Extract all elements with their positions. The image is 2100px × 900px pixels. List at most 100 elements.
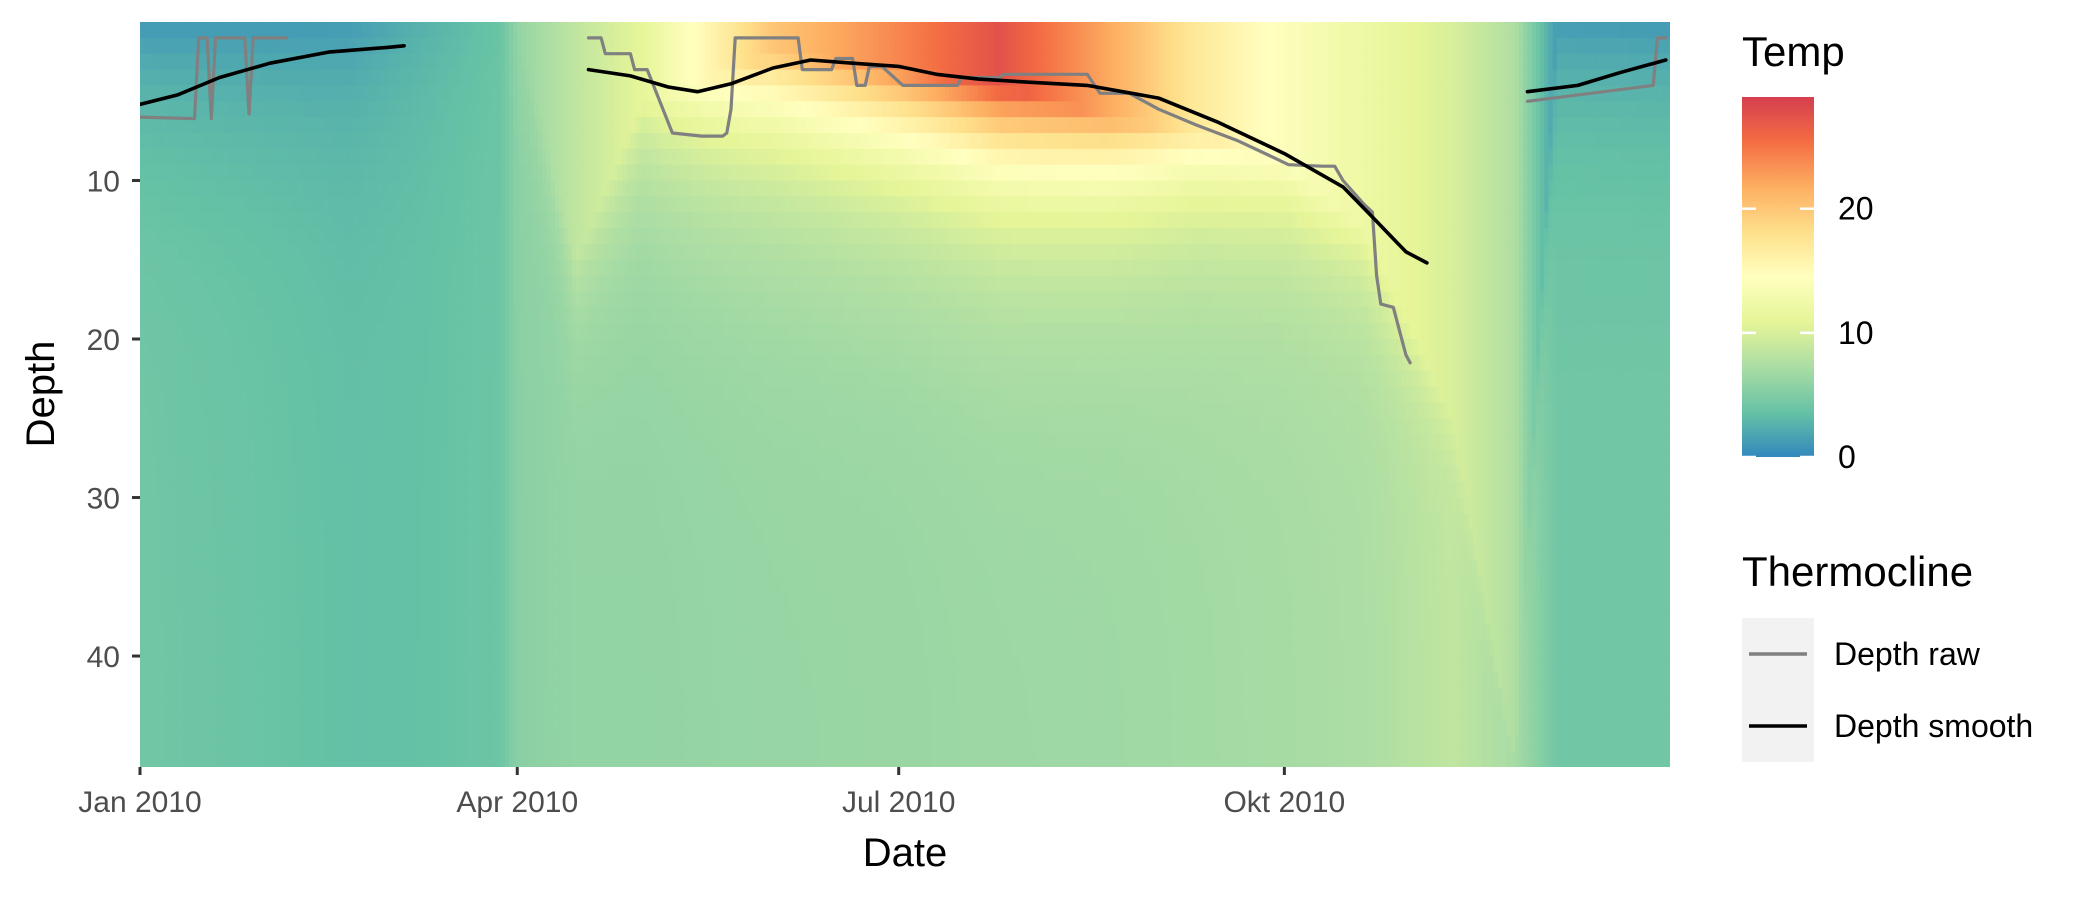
- heatmap-cell: [366, 624, 372, 641]
- heatmap-cell: [483, 687, 489, 705]
- heatmap-cell: [169, 434, 175, 451]
- heatmap-cell: [462, 434, 468, 451]
- heatmap-cell: [257, 37, 263, 55]
- heatmap-cell: [282, 418, 288, 435]
- heatmap-cell: [542, 513, 548, 530]
- heatmap-cell: [391, 132, 397, 150]
- heatmap-cell: [316, 148, 321, 166]
- heatmap-cell: [471, 608, 476, 625]
- heatmap-cell: [366, 703, 372, 721]
- heatmap-cell: [446, 592, 451, 610]
- heatmap-cell: [433, 196, 439, 213]
- heatmap-cell: [412, 275, 418, 293]
- heatmap-cell: [207, 497, 212, 514]
- heatmap-cell: [265, 418, 271, 435]
- heatmap-cell: [169, 545, 175, 562]
- heatmap-cell: [374, 228, 380, 245]
- heatmap-cell: [429, 719, 435, 736]
- heatmap-cell: [202, 85, 208, 102]
- heatmap-cell: [378, 22, 384, 39]
- heatmap-cell: [349, 465, 355, 483]
- heatmap-cell: [362, 354, 367, 372]
- heatmap-cell: [240, 465, 246, 483]
- heatmap-cell: [173, 671, 179, 689]
- heatmap-cell: [290, 53, 296, 71]
- heatmap-cell: [492, 576, 497, 594]
- heatmap-cell: [374, 449, 380, 467]
- heatmap-cell: [349, 323, 355, 340]
- heatmap-cell: [529, 434, 535, 451]
- heatmap-cell: [492, 529, 497, 546]
- heatmap-cell: [387, 481, 393, 499]
- heatmap-cell: [219, 354, 225, 372]
- heatmap-cell: [571, 339, 577, 356]
- heatmap-cell: [446, 212, 451, 229]
- heatmap-cell: [366, 513, 372, 530]
- heatmap-cell: [433, 434, 439, 451]
- heatmap-cell: [349, 339, 355, 356]
- heatmap-cell: [466, 449, 472, 467]
- heatmap-cell: [156, 101, 162, 118]
- heatmap-cell: [307, 354, 313, 372]
- heatmap-cell: [257, 307, 263, 324]
- heatmap-cell: [542, 719, 548, 736]
- heatmap-cell: [496, 37, 502, 55]
- heatmap-cell: [366, 164, 372, 182]
- heatmap-cell: [571, 53, 577, 71]
- heatmap-cell: [341, 148, 346, 166]
- heatmap-cell: [232, 608, 238, 625]
- heatmap-cell: [169, 560, 175, 578]
- heatmap-cell: [399, 85, 405, 102]
- heatmap-cell: [525, 656, 531, 673]
- heatmap-cell: [244, 449, 250, 467]
- heatmap-cell: [257, 434, 263, 451]
- heatmap-cell: [320, 671, 326, 689]
- heatmap-cell: [416, 307, 422, 324]
- heatmap-cell: [416, 671, 422, 689]
- heatmap-cell: [441, 418, 447, 435]
- heatmap-cell: [504, 671, 510, 689]
- heatmap-cell: [169, 370, 175, 388]
- heatmap-cell: [274, 497, 279, 514]
- heatmap-cell: [420, 307, 426, 324]
- heatmap-cell: [307, 117, 313, 134]
- heatmap-cell: [186, 69, 191, 86]
- heatmap-cell: [404, 101, 409, 118]
- heatmap-cell: [471, 719, 476, 736]
- heatmap-cell: [538, 53, 544, 71]
- heatmap-cell: [207, 465, 212, 483]
- heatmap-cell: [563, 69, 569, 86]
- heatmap-cell: [207, 481, 212, 499]
- heatmap-cell: [513, 243, 518, 261]
- heatmap-cell: [542, 687, 548, 705]
- heatmap-cell: [169, 608, 175, 625]
- heatmap-cell: [219, 608, 225, 625]
- heatmap-cell: [559, 735, 564, 752]
- heatmap-cell: [370, 560, 376, 578]
- heatmap-cell: [496, 751, 502, 767]
- heatmap-cell: [295, 592, 300, 610]
- heatmap-cell: [282, 37, 288, 55]
- heatmap-cell: [395, 53, 401, 71]
- heatmap-cell: [429, 212, 435, 229]
- heatmap-cell: [337, 339, 342, 356]
- heatmap-cell: [404, 370, 409, 388]
- heatmap-cell: [181, 386, 187, 404]
- heatmap-cell: [328, 735, 334, 752]
- heatmap-cell: [244, 608, 250, 625]
- heatmap-cell: [320, 434, 326, 451]
- heatmap-cell: [144, 291, 149, 308]
- heatmap-cell: [278, 117, 284, 134]
- heatmap-cell: [395, 576, 401, 594]
- heatmap-cell: [437, 37, 443, 55]
- heatmap-cell: [513, 671, 518, 689]
- heatmap-cell: [446, 656, 451, 673]
- heatmap-cell: [492, 560, 497, 578]
- heatmap-cell: [538, 196, 544, 213]
- heatmap-cell: [559, 513, 564, 530]
- heatmap-cell: [236, 434, 242, 451]
- heatmap-cell: [542, 576, 548, 594]
- heatmap-cell: [513, 640, 518, 657]
- heatmap-cell: [228, 37, 233, 55]
- heatmap-cell: [282, 719, 288, 736]
